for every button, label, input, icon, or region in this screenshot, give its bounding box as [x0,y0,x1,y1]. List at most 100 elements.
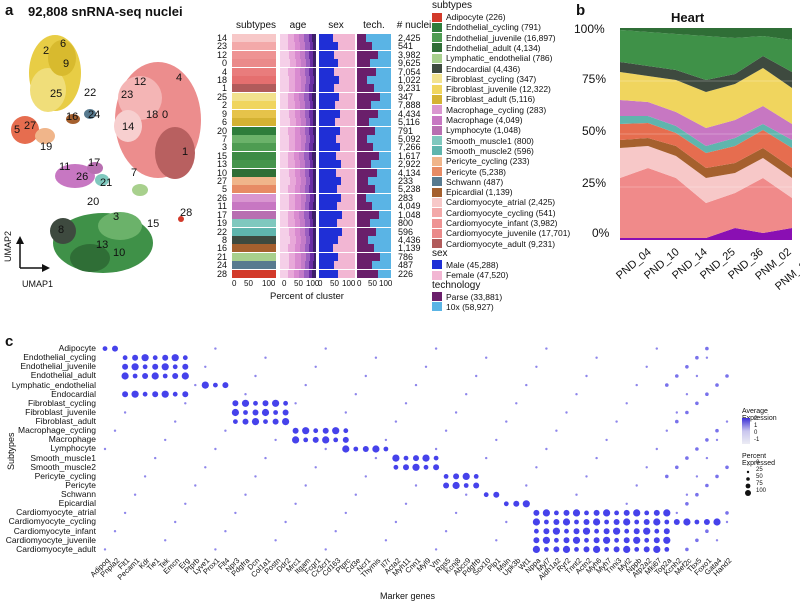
tech-segment [374,244,391,253]
age-segment [299,34,305,42]
dotplot-dot [294,402,297,405]
dotplot-dot [131,390,139,398]
tech-segment [379,151,391,160]
dotplot-dot [244,493,247,496]
legend-swatch [432,270,442,280]
sex-segment [319,84,335,93]
dotplot-dot [553,546,560,553]
age-segment [294,34,300,42]
age-segment [310,252,314,261]
age-segment [309,219,314,228]
tech-segment [357,235,368,244]
tech-segment [357,101,372,110]
sex-segment [337,202,355,211]
dotplot-dot [184,502,187,505]
tech-bar [357,252,391,261]
dot-legend-pct-tick: 75 [756,481,763,487]
tech-bar [357,34,391,42]
dotplot-dot [623,518,631,526]
sex-segment [319,34,334,42]
dot-legend-pct-tick: 0 [756,460,760,466]
subtype-bar [232,126,276,135]
dotplot-dot [394,520,398,524]
age-segment [309,109,313,118]
age-segment [295,202,301,211]
age-segment [312,210,316,219]
nuclei-count: 7,888 [398,100,421,111]
age-segment [300,101,306,110]
tech-bar [357,42,391,51]
dotplot-dot [123,511,127,515]
dotplot-dot [201,381,209,389]
sex-segment [319,193,342,202]
tech-bar [357,235,391,244]
legend-item: Cardiomyocyte_infant (3,982) [432,218,558,228]
dotplot-dot [663,509,671,517]
dotplot-dot [532,545,540,553]
sex-bar [319,59,355,68]
age-segment [312,168,316,177]
dotplot-dot [465,393,468,396]
umap-label: 28 [180,207,193,219]
age-segment [295,59,302,68]
dotplot-dot [525,383,528,387]
tech-segment [368,118,391,127]
dot-legend-pct-tick: 25 [756,467,763,473]
sex-segment [319,151,336,160]
nuclei-count: 226 [398,268,414,279]
dotplot-dot [604,519,609,525]
dotplot-dot [103,548,107,551]
dotplot-dot [653,537,660,544]
dotplot-dot [253,400,258,406]
dotplot-dot [354,493,357,496]
panel-b-label: b [576,2,586,19]
age-segment [305,134,311,143]
dotplot-dot [184,402,187,405]
umap-cluster-adipocyte [178,216,184,222]
age-segment [288,185,295,194]
sex-bar [319,134,355,143]
dotplot-dot [143,475,147,478]
dotplot-dot [434,347,438,350]
dotplot-dot [413,455,419,462]
sex-segment [319,59,339,68]
legend-swatch [432,22,442,32]
dotplot-dot [353,446,359,452]
age-segment [287,92,295,101]
age-segment [309,42,314,51]
legend-swatch [432,84,442,94]
dotplot-dot [705,356,709,359]
sex-bar [319,261,355,270]
age-bar [280,202,316,211]
dotplot-dot [695,475,699,478]
x-tick: 50 [294,279,303,288]
dotplot-dot [585,374,588,378]
age-segment [299,67,305,76]
subtype-bar [232,244,276,253]
dotplot-dot [664,519,670,525]
stack-row-label: 20 [216,125,227,136]
age-segment [313,235,316,244]
dotplot-dot [463,483,469,488]
legend-item: Fibroblast_juvenile (12,322) [432,84,551,94]
dotplot-dot [485,356,488,359]
tech-segment [357,151,380,160]
sex-segment [342,227,355,236]
subtype-bar [232,134,276,143]
stack-row-label: 10 [216,167,227,178]
legend-item: Macrophage (4,049) [432,115,523,125]
dotplot-row-label: Pericyte [65,479,96,490]
dotplot-dot [664,547,670,552]
sex-segment [339,109,355,118]
tech-bar [357,109,391,118]
nuclei-count: 7,266 [398,142,421,153]
dotplot-dot [624,528,630,534]
dotplot-dot [595,456,598,460]
tech-segment [357,185,375,194]
legend-swatch [432,105,442,115]
dotplot-dot [213,382,218,388]
dotplot-dot [314,365,317,368]
dotplot-dot [705,483,709,488]
dotplot-dot [685,493,689,496]
legend-label: Fibroblast_cycling (347) [446,73,537,84]
